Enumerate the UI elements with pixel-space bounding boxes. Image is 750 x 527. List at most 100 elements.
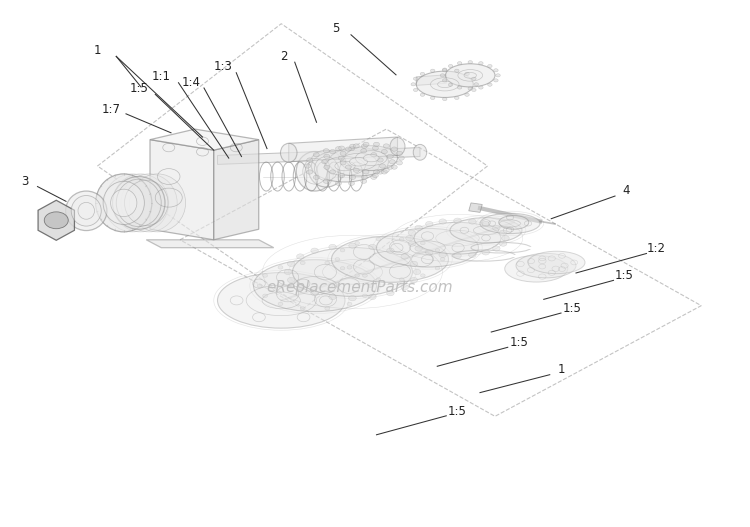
Circle shape	[469, 219, 476, 224]
Ellipse shape	[350, 158, 368, 166]
Circle shape	[361, 149, 367, 153]
Text: 1:3: 1:3	[214, 61, 233, 73]
Circle shape	[322, 160, 328, 164]
Circle shape	[314, 153, 320, 157]
Circle shape	[350, 144, 355, 148]
Circle shape	[381, 150, 387, 154]
Circle shape	[340, 249, 345, 252]
Circle shape	[307, 158, 313, 162]
Ellipse shape	[66, 191, 106, 231]
Circle shape	[488, 64, 492, 67]
Ellipse shape	[390, 138, 405, 155]
Circle shape	[376, 238, 380, 241]
Circle shape	[413, 89, 418, 92]
Ellipse shape	[328, 148, 388, 176]
Ellipse shape	[345, 145, 398, 171]
Ellipse shape	[292, 248, 412, 296]
Circle shape	[349, 296, 356, 301]
Ellipse shape	[414, 222, 501, 254]
Circle shape	[345, 147, 351, 151]
Ellipse shape	[296, 152, 334, 191]
Ellipse shape	[464, 72, 476, 79]
Circle shape	[307, 170, 313, 174]
Circle shape	[439, 219, 446, 224]
Circle shape	[442, 69, 447, 72]
Circle shape	[325, 261, 330, 265]
Circle shape	[413, 77, 418, 80]
Ellipse shape	[430, 77, 459, 91]
Circle shape	[465, 72, 470, 75]
Ellipse shape	[528, 251, 585, 274]
Circle shape	[330, 170, 336, 174]
Circle shape	[442, 97, 447, 101]
Circle shape	[421, 241, 425, 245]
Circle shape	[442, 79, 447, 82]
Text: 4: 4	[622, 184, 630, 197]
Circle shape	[454, 96, 459, 100]
Circle shape	[362, 175, 368, 180]
Ellipse shape	[112, 177, 165, 229]
Text: eReplacementParts.com: eReplacementParts.com	[267, 280, 453, 295]
Circle shape	[355, 241, 359, 245]
Circle shape	[442, 68, 447, 71]
Ellipse shape	[458, 70, 483, 81]
Circle shape	[448, 64, 453, 67]
Ellipse shape	[280, 143, 297, 162]
Polygon shape	[416, 75, 446, 85]
Circle shape	[362, 144, 368, 148]
Text: 1:2: 1:2	[646, 242, 666, 255]
Ellipse shape	[311, 150, 379, 182]
Circle shape	[328, 245, 336, 250]
Circle shape	[368, 284, 373, 287]
Circle shape	[377, 170, 383, 174]
Circle shape	[482, 250, 490, 255]
Circle shape	[401, 254, 409, 259]
Circle shape	[362, 274, 368, 277]
Ellipse shape	[217, 272, 345, 328]
Circle shape	[278, 302, 283, 306]
Circle shape	[340, 267, 345, 270]
Ellipse shape	[450, 218, 522, 243]
Circle shape	[482, 221, 490, 227]
Circle shape	[377, 158, 383, 162]
Circle shape	[383, 144, 389, 148]
Circle shape	[287, 261, 295, 267]
Ellipse shape	[314, 157, 338, 181]
Circle shape	[421, 274, 425, 277]
Polygon shape	[217, 148, 420, 164]
Ellipse shape	[103, 181, 144, 225]
Text: 1:5: 1:5	[448, 405, 467, 417]
Ellipse shape	[308, 150, 344, 187]
Ellipse shape	[130, 174, 186, 232]
Circle shape	[454, 253, 461, 258]
Polygon shape	[38, 200, 74, 240]
Circle shape	[324, 165, 330, 169]
Ellipse shape	[438, 81, 452, 87]
Circle shape	[387, 165, 393, 169]
Circle shape	[335, 181, 341, 186]
Circle shape	[262, 274, 268, 277]
Circle shape	[435, 249, 439, 252]
Circle shape	[454, 218, 461, 223]
Circle shape	[440, 74, 445, 77]
Circle shape	[413, 269, 421, 275]
Circle shape	[472, 89, 476, 92]
Ellipse shape	[332, 236, 448, 282]
Circle shape	[494, 69, 498, 72]
Circle shape	[340, 151, 346, 155]
Circle shape	[425, 250, 433, 255]
Text: 1:5: 1:5	[614, 269, 634, 282]
Ellipse shape	[505, 256, 568, 282]
Circle shape	[387, 248, 394, 253]
Circle shape	[338, 156, 344, 160]
Circle shape	[435, 267, 439, 270]
Circle shape	[345, 165, 351, 169]
Circle shape	[401, 285, 409, 290]
Circle shape	[500, 241, 507, 246]
Circle shape	[278, 266, 283, 269]
Circle shape	[420, 93, 424, 96]
Circle shape	[335, 147, 341, 151]
Text: 1:5: 1:5	[562, 302, 582, 315]
Text: 3: 3	[21, 175, 28, 188]
Circle shape	[44, 212, 68, 229]
